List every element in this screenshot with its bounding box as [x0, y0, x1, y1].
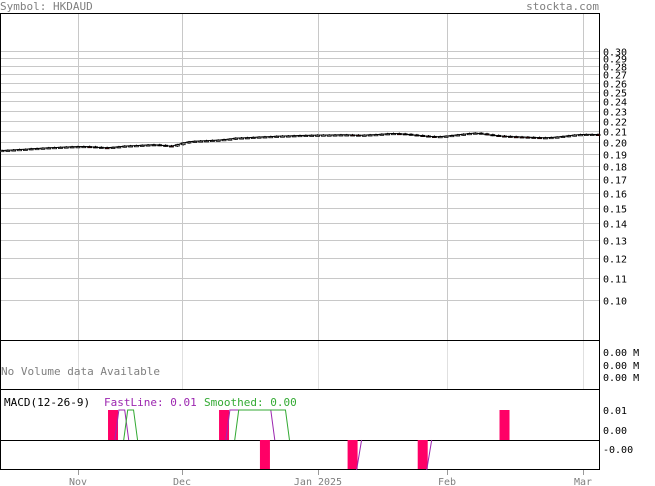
macd-histogram-bar — [499, 410, 510, 440]
macd-panel — [0, 389, 600, 470]
price-tick-label: 0.27 — [603, 71, 627, 82]
macd-series — [108, 409, 510, 471]
macd-histogram-bar — [347, 440, 358, 469]
price-tick-label: 0.23 — [603, 108, 627, 119]
vertical-grid — [78, 14, 584, 389]
volume-tick-2: 0.00 M — [603, 361, 639, 372]
volume-tick-1: 0.00 M — [603, 348, 639, 359]
macd-smoothed-line — [123, 409, 139, 441]
price-tick-label: 0.19 — [603, 151, 627, 162]
macd-histogram-bar — [108, 410, 119, 440]
macd-fastline — [426, 439, 433, 471]
price-tick-label: 0.10 — [603, 297, 627, 308]
price-series — [0, 132, 601, 153]
price-panel — [0, 13, 600, 341]
price-line — [1, 132, 599, 151]
price-tick-label: 0.12 — [603, 255, 627, 266]
no-volume-message: No Volume data Available — [1, 365, 160, 378]
price-tick-label: 0.20 — [603, 139, 627, 150]
macd-tick-1: 0.01 — [603, 406, 627, 417]
symbol-label: Symbol: HKDAUD — [0, 0, 93, 13]
price-tick-label: 0.30 — [603, 48, 627, 59]
x-tick-label: Feb — [438, 477, 456, 486]
x-tick-label: Jan 2025 — [294, 477, 342, 486]
macd-tick-2: 0.00 — [603, 426, 627, 437]
price-tick-label: 0.25 — [603, 89, 627, 100]
x-tick-label: Dec — [173, 477, 191, 486]
price-tick-label: 0.13 — [603, 237, 627, 248]
price-tick-label: 0.29 — [603, 55, 627, 66]
macd-smoothed-label: Smoothed: 0.00 — [204, 396, 297, 409]
macd-fastline — [356, 439, 363, 471]
price-tick-label: 0.17 — [603, 176, 627, 187]
macd-histogram-bar — [219, 410, 230, 440]
price-tick-label: 0.28 — [603, 63, 627, 74]
volume-panel — [0, 340, 600, 390]
x-tick-label: Nov — [69, 477, 87, 486]
price-tick-label: 0.15 — [603, 205, 627, 216]
macd-histogram-bar — [417, 440, 428, 469]
macd-histogram-bar — [259, 440, 270, 469]
macd-smoothed-line — [234, 409, 290, 441]
price-tick-label: 0.24 — [603, 98, 627, 109]
macd-fastline — [114, 409, 130, 441]
price-grid — [1, 51, 599, 301]
x-axis: Nov Dec Jan 2025 Feb Mar — [69, 470, 592, 486]
macd-tick-3: -0.00 — [603, 445, 633, 456]
volume-tick-3: 0.00 M — [603, 373, 639, 384]
price-tick-label: 0.21 — [603, 128, 627, 139]
price-tick-label: 0.11 — [603, 275, 627, 286]
brand-label: stockta.com — [526, 0, 599, 13]
price-tick-label: 0.18 — [603, 163, 627, 174]
price-y-ticks: 0.300.290.280.270.260.250.240.230.220.21… — [603, 48, 627, 308]
price-tick-label: 0.26 — [603, 80, 627, 91]
macd-fastline-label: FastLine: 0.01 — [104, 396, 197, 409]
macd-title: MACD(12-26-9) — [4, 396, 90, 409]
price-tick-label: 0.14 — [603, 220, 627, 231]
price-tick-label: 0.22 — [603, 118, 627, 129]
price-tick-label: 0.16 — [603, 190, 627, 201]
x-tick-label: Mar — [574, 477, 592, 486]
